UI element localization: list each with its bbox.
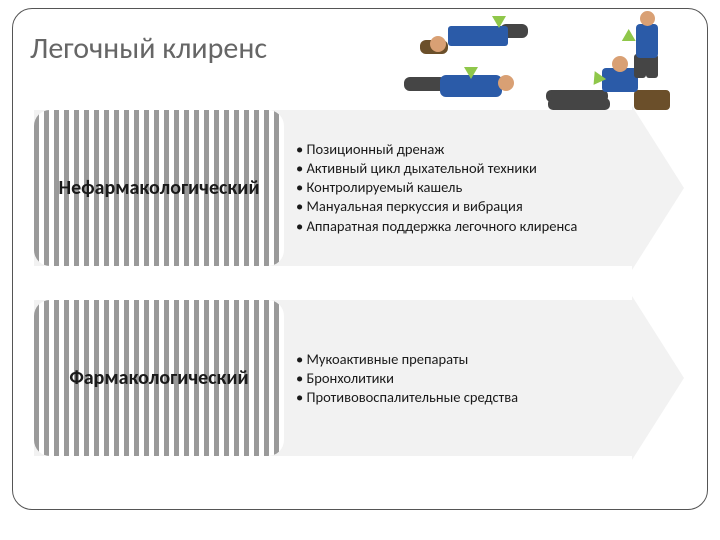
direction-arrow-icon <box>618 29 635 47</box>
pose-side-lying <box>400 61 530 106</box>
list-item: Мукоактивные препараты <box>296 350 656 369</box>
category-label-box: Фармакологический <box>34 300 284 456</box>
list-item: Противовоспалительные средства <box>296 388 656 407</box>
bullet-list: Мукоактивные препараты Бронхолитики Прот… <box>296 350 656 407</box>
category-label: Нефармакологический <box>52 176 265 200</box>
list-item: Аппаратная поддержка легочного клиренса <box>296 217 656 236</box>
category-label: Фармакологический <box>63 366 254 390</box>
slide-title: Легочный клиренс <box>30 30 267 67</box>
list-item: Бронхолитики <box>296 369 656 388</box>
category-row-pharm: Фармакологический Мукоактивные препараты… <box>34 300 684 456</box>
direction-arrow-icon <box>492 16 506 28</box>
pose-sitting <box>620 8 680 78</box>
category-label-box: Нефармакологический <box>34 110 284 266</box>
list-item: Контролируемый кашель <box>296 178 656 197</box>
bullet-list: Позиционный дренаж Активный цикл дыхател… <box>296 140 656 236</box>
direction-arrow-icon <box>464 67 478 79</box>
category-row-nonpharm: Нефармакологический Позиционный дренаж А… <box>34 110 684 266</box>
list-item: Активный цикл дыхательной техники <box>296 159 656 178</box>
pose-prone <box>420 12 530 52</box>
list-item: Позиционный дренаж <box>296 140 656 159</box>
list-item: Мануальная перкуссия и вибрация <box>296 197 656 216</box>
